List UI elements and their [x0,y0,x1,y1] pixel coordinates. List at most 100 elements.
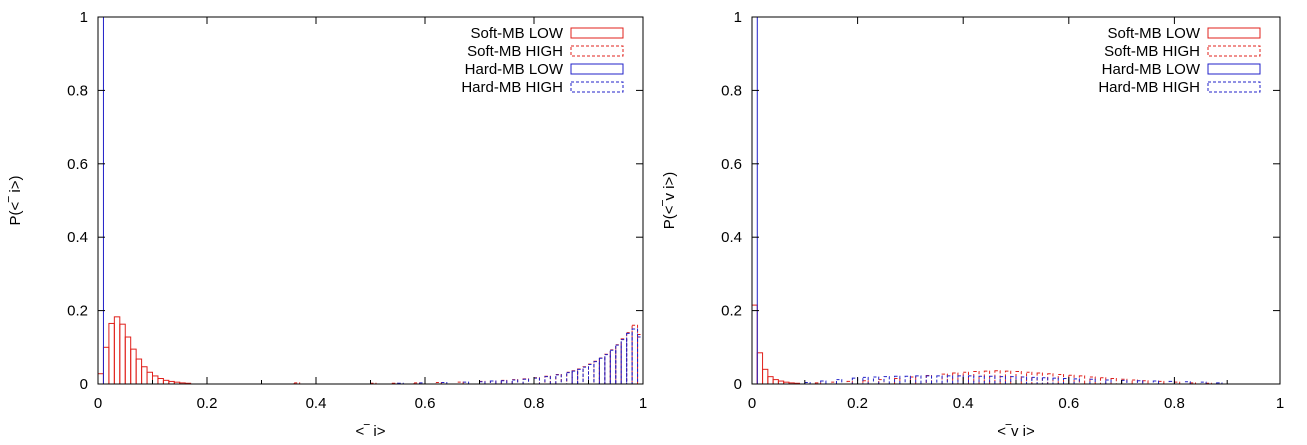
bar [620,338,628,385]
bar [925,375,933,385]
y-tick-label: 0 [80,376,88,393]
bar [1020,376,1028,385]
bar [119,323,126,385]
bar [162,379,170,385]
legend-label: Soft-MB LOW [470,25,563,42]
bar [983,370,991,385]
bar [851,377,859,385]
bar [571,370,579,385]
x-axis-label: <‾ i> [355,423,385,440]
x-tick-label: 0.4 [306,395,327,412]
bar [1105,379,1112,385]
bar [293,382,301,385]
legend-swatch [1207,45,1261,57]
bar [1026,371,1033,385]
bar [435,382,442,385]
x-tick-label: 0.6 [415,395,436,412]
y-tick-label: 1 [80,9,88,26]
series-2 [751,16,758,385]
bar [582,366,589,385]
bar [862,376,869,385]
bar [915,375,922,385]
bar [1089,376,1096,385]
bar [97,373,104,385]
bar [615,344,622,385]
series-2 [97,16,104,385]
legend-label: Hard-MB HIGH [1098,79,1200,96]
bar [967,375,975,385]
bar [751,16,758,385]
bar [962,371,969,385]
bar [511,379,519,385]
bar [130,348,137,385]
bar [631,328,639,385]
bar [989,375,996,385]
y-tick-label: 0.2 [721,303,742,320]
bar [637,333,644,385]
bar [1068,374,1075,385]
bar [1063,378,1070,385]
y-tick-label: 0 [734,376,742,393]
x-tick-label: 0.4 [953,395,974,412]
bar [577,368,584,385]
bar [533,377,540,385]
bar [609,349,617,385]
bar [1121,379,1128,385]
bar [588,364,595,385]
y-tick-label: 0.4 [67,229,88,246]
bar [615,344,622,385]
bar [1078,375,1086,385]
series-0 [751,304,801,385]
bar [772,379,779,385]
bar [1073,378,1080,385]
bar [609,349,617,385]
bar [978,375,985,385]
y-tick-label: 0.8 [67,82,88,99]
bar [97,16,104,385]
bar [141,366,148,385]
legend-swatch [1207,27,1261,39]
bar [604,353,611,385]
x-axis-label: <‾v i> [997,423,1035,440]
x-tick-label: 1 [1276,395,1284,412]
bar [102,346,110,385]
y-tick-label: 0.8 [721,82,742,99]
legend-label: Soft-MB HIGH [1104,43,1200,60]
bar [946,375,954,385]
bar [957,375,964,385]
bar [756,352,764,385]
bar [894,375,901,385]
legend-swatch [570,63,624,75]
legend-swatch [1207,81,1261,93]
bar [762,368,769,385]
bar [941,373,948,385]
x-tick-label: 0.8 [524,395,545,412]
legend-label: Soft-MB HIGH [467,43,563,60]
bar [936,375,943,385]
plot-frame [751,16,1281,385]
bar [1200,381,1207,385]
bar [593,360,600,385]
bar [999,376,1006,385]
bar [1057,373,1065,385]
bar [909,376,917,385]
bar [113,316,121,385]
legend-swatch [570,27,624,39]
bar [767,376,774,385]
bar [994,370,1001,385]
bar [1036,372,1043,385]
bar [883,376,890,385]
y-axis-label: P(<‾ i>) [7,175,24,225]
legend-label: Hard-MB LOW [465,61,564,78]
legend-swatch [570,81,624,93]
bar [152,375,159,385]
x-tick-label: 0.2 [847,395,868,412]
right-histogram-panel: 0 0.2 0.4 0.6 0.8 1 0 0.2 0.4 0.6 0.8 1 <‾v i> P(<‾v … [661,9,1284,440]
x-tick-label: 0.2 [197,395,218,412]
bar [626,332,633,385]
bar [631,324,639,385]
bar [598,357,606,385]
bar [588,363,595,385]
